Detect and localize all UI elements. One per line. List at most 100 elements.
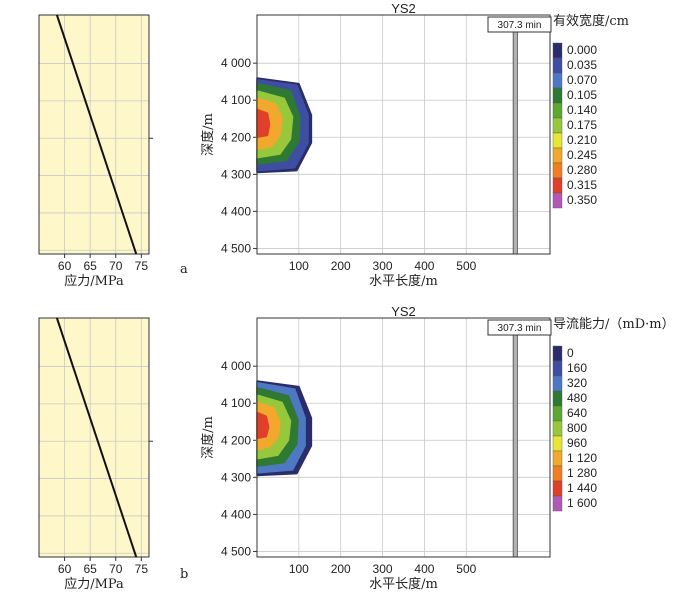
legend-swatch xyxy=(552,177,563,194)
contour-ytick-label: 4 300 xyxy=(221,167,251,181)
legend-title: 有效宽度/cm xyxy=(553,13,629,29)
contour-xtick-label: 500 xyxy=(456,259,476,273)
legend-swatch xyxy=(552,132,563,149)
contour-ylabel: 深度/m xyxy=(200,113,216,156)
stress-xtick-label: 60 xyxy=(58,562,72,576)
legend-value: 1 440 xyxy=(567,481,597,495)
stress-profile-line xyxy=(55,14,138,255)
contour-xlabel: 水平长度/m xyxy=(369,576,438,592)
legend-swatch xyxy=(552,72,563,89)
legend-swatch xyxy=(552,192,563,209)
contour-xtick-label: 100 xyxy=(289,259,309,273)
stress-plot-frame xyxy=(38,317,150,558)
stress-xlabel: 应力/MPa xyxy=(64,273,124,289)
legend-value: 0.210 xyxy=(567,133,597,147)
legend-value: 0.280 xyxy=(567,163,597,177)
legend-value: 0.035 xyxy=(567,58,597,72)
legend-swatch xyxy=(552,480,563,497)
legend-swatch xyxy=(552,405,563,422)
stress-plot-area xyxy=(39,15,149,254)
stress-xtick-label: 65 xyxy=(83,259,97,273)
legend-value: 0 xyxy=(567,346,574,360)
legend-value: 0.350 xyxy=(567,193,597,207)
stress-xtick-label: 65 xyxy=(83,562,97,576)
contour-title: YS2 xyxy=(391,1,416,16)
wellbore xyxy=(512,323,518,558)
legend-value: 640 xyxy=(567,406,587,420)
contour-xtick-label: 500 xyxy=(456,562,476,576)
legend-swatch xyxy=(552,102,563,119)
legend-swatch xyxy=(552,435,563,452)
legend-value: 0.105 xyxy=(567,88,597,102)
legend-swatch xyxy=(552,345,563,362)
legend-value: 0.315 xyxy=(567,178,597,192)
legend-value: 800 xyxy=(567,421,587,435)
stress-xtick-label: 75 xyxy=(135,562,149,576)
stress-xtick-label: 60 xyxy=(58,259,72,273)
legend-value: 160 xyxy=(567,361,587,375)
legend-value: 1 280 xyxy=(567,466,597,480)
stress-plot-area xyxy=(39,318,149,557)
time-box xyxy=(487,16,552,33)
fracture-contour-band xyxy=(256,108,271,139)
contour-ytick-label: 4 000 xyxy=(221,56,251,70)
contour-xtick-label: 400 xyxy=(414,259,434,273)
legend-swatch xyxy=(552,57,563,74)
legend-value: 0.175 xyxy=(567,118,597,132)
legend-value: 0.245 xyxy=(567,148,597,162)
wellbore xyxy=(512,20,518,255)
fracture-contour-band xyxy=(256,411,270,440)
legend-value: 1 120 xyxy=(567,451,597,465)
legend-swatch xyxy=(552,495,563,512)
panel-label: b xyxy=(180,567,188,582)
contour-ytick-label: 4 200 xyxy=(221,433,251,447)
legend-value: 0.000 xyxy=(567,43,597,57)
contour-ytick-label: 4 300 xyxy=(221,470,251,484)
contour-ylabel: 深度/m xyxy=(200,416,216,459)
legend-swatch xyxy=(552,360,563,377)
stress-xtick-label: 70 xyxy=(109,259,123,273)
contour-ytick-label: 4 400 xyxy=(221,204,251,218)
contour-ytick-label: 4 400 xyxy=(221,507,251,521)
legend-swatch xyxy=(552,390,563,407)
contour-plot-frame xyxy=(256,14,551,255)
contour-xtick-label: 200 xyxy=(331,562,351,576)
time-box xyxy=(487,319,552,336)
stress-profile-line xyxy=(55,317,138,558)
contour-xtick-label: 300 xyxy=(373,259,393,273)
legend-swatch xyxy=(552,420,563,437)
legend-swatch xyxy=(552,147,563,164)
contour-xtick-label: 100 xyxy=(289,562,309,576)
legend-value: 0.140 xyxy=(567,103,597,117)
contour-ytick-label: 4 500 xyxy=(221,241,251,255)
legend-swatch xyxy=(552,450,563,467)
contour-plot-frame xyxy=(256,317,551,558)
stress-xtick-label: 70 xyxy=(109,562,123,576)
contour-ytick-label: 4 100 xyxy=(221,396,251,410)
contour-xtick-label: 300 xyxy=(373,562,393,576)
contour-xlabel: 水平长度/m xyxy=(369,273,438,289)
legend-swatch xyxy=(552,117,563,134)
legend-swatch xyxy=(552,162,563,179)
time-label: 307.3 min xyxy=(498,20,542,31)
legend-value: 480 xyxy=(567,391,587,405)
legend-value: 320 xyxy=(567,376,587,390)
stress-xlabel: 应力/MPa xyxy=(64,576,124,592)
contour-ytick-label: 4 500 xyxy=(221,544,251,558)
legend-swatch xyxy=(552,42,563,59)
contour-xtick-label: 400 xyxy=(414,562,434,576)
legend-value: 0.070 xyxy=(567,73,597,87)
legend-value: 960 xyxy=(567,436,587,450)
legend-swatch xyxy=(552,465,563,482)
panel-label: a xyxy=(180,262,188,277)
contour-ytick-label: 4 100 xyxy=(221,93,251,107)
contour-ytick-label: 4 200 xyxy=(221,130,251,144)
time-label: 307.3 min xyxy=(498,323,542,334)
legend-title: 导流能力/（mD·m） xyxy=(553,317,675,332)
contour-title: YS2 xyxy=(391,304,416,319)
stress-xtick-label: 75 xyxy=(135,259,149,273)
stress-plot-frame xyxy=(38,14,150,255)
contour-xtick-label: 200 xyxy=(331,259,351,273)
legend-swatch xyxy=(552,87,563,104)
